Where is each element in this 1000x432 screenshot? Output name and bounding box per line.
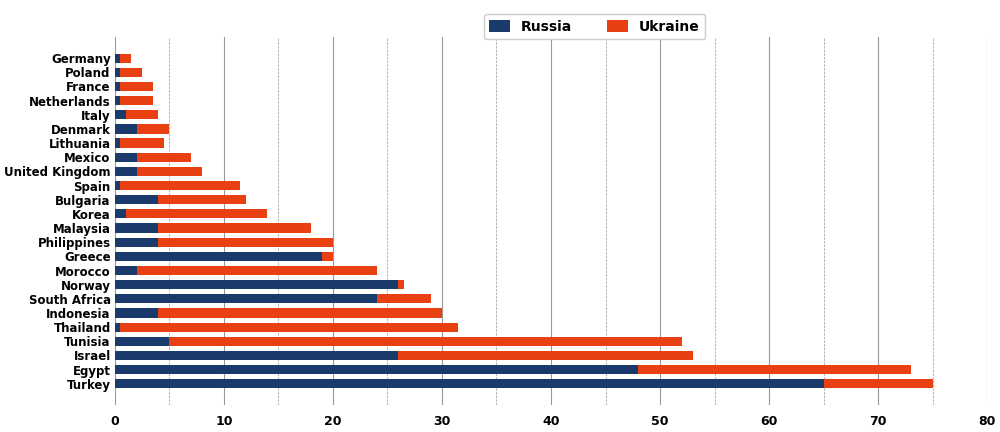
Bar (398, 351, 693, 360)
Bar (115, 209, 126, 219)
Bar (137, 124, 169, 133)
Legend: Russia, Ukraine: Russia, Ukraine (484, 14, 705, 39)
Bar (638, 365, 911, 374)
Bar (115, 96, 120, 105)
Bar (115, 223, 158, 233)
Bar (115, 54, 120, 63)
Bar (115, 294, 377, 303)
Bar (120, 96, 153, 105)
Bar (120, 54, 131, 63)
Bar (115, 167, 137, 176)
Bar (377, 294, 431, 303)
Bar (120, 68, 142, 77)
Bar (158, 238, 333, 247)
Bar (137, 152, 191, 162)
Bar (115, 280, 398, 289)
Bar (115, 195, 158, 204)
Bar (158, 195, 246, 204)
Bar (322, 252, 333, 261)
Bar (115, 266, 137, 275)
Bar (126, 209, 267, 219)
Bar (115, 68, 120, 77)
Bar (120, 323, 458, 332)
Bar (115, 152, 137, 162)
Bar (115, 181, 120, 190)
Bar (115, 308, 158, 318)
Bar (115, 337, 169, 346)
Bar (120, 181, 240, 190)
Bar (120, 82, 153, 91)
Bar (115, 323, 120, 332)
Bar (115, 124, 137, 133)
Bar (115, 82, 120, 91)
Bar (115, 379, 824, 388)
Bar (115, 238, 158, 247)
Bar (115, 351, 398, 360)
Bar (120, 139, 164, 148)
Bar (115, 139, 120, 148)
Bar (169, 337, 682, 346)
Bar (115, 110, 126, 119)
Bar (137, 167, 202, 176)
Bar (158, 308, 442, 318)
Bar (126, 110, 158, 119)
Bar (824, 379, 933, 388)
Bar (158, 223, 311, 233)
Bar (115, 252, 322, 261)
Bar (137, 266, 377, 275)
Bar (398, 280, 404, 289)
Bar (115, 365, 638, 374)
